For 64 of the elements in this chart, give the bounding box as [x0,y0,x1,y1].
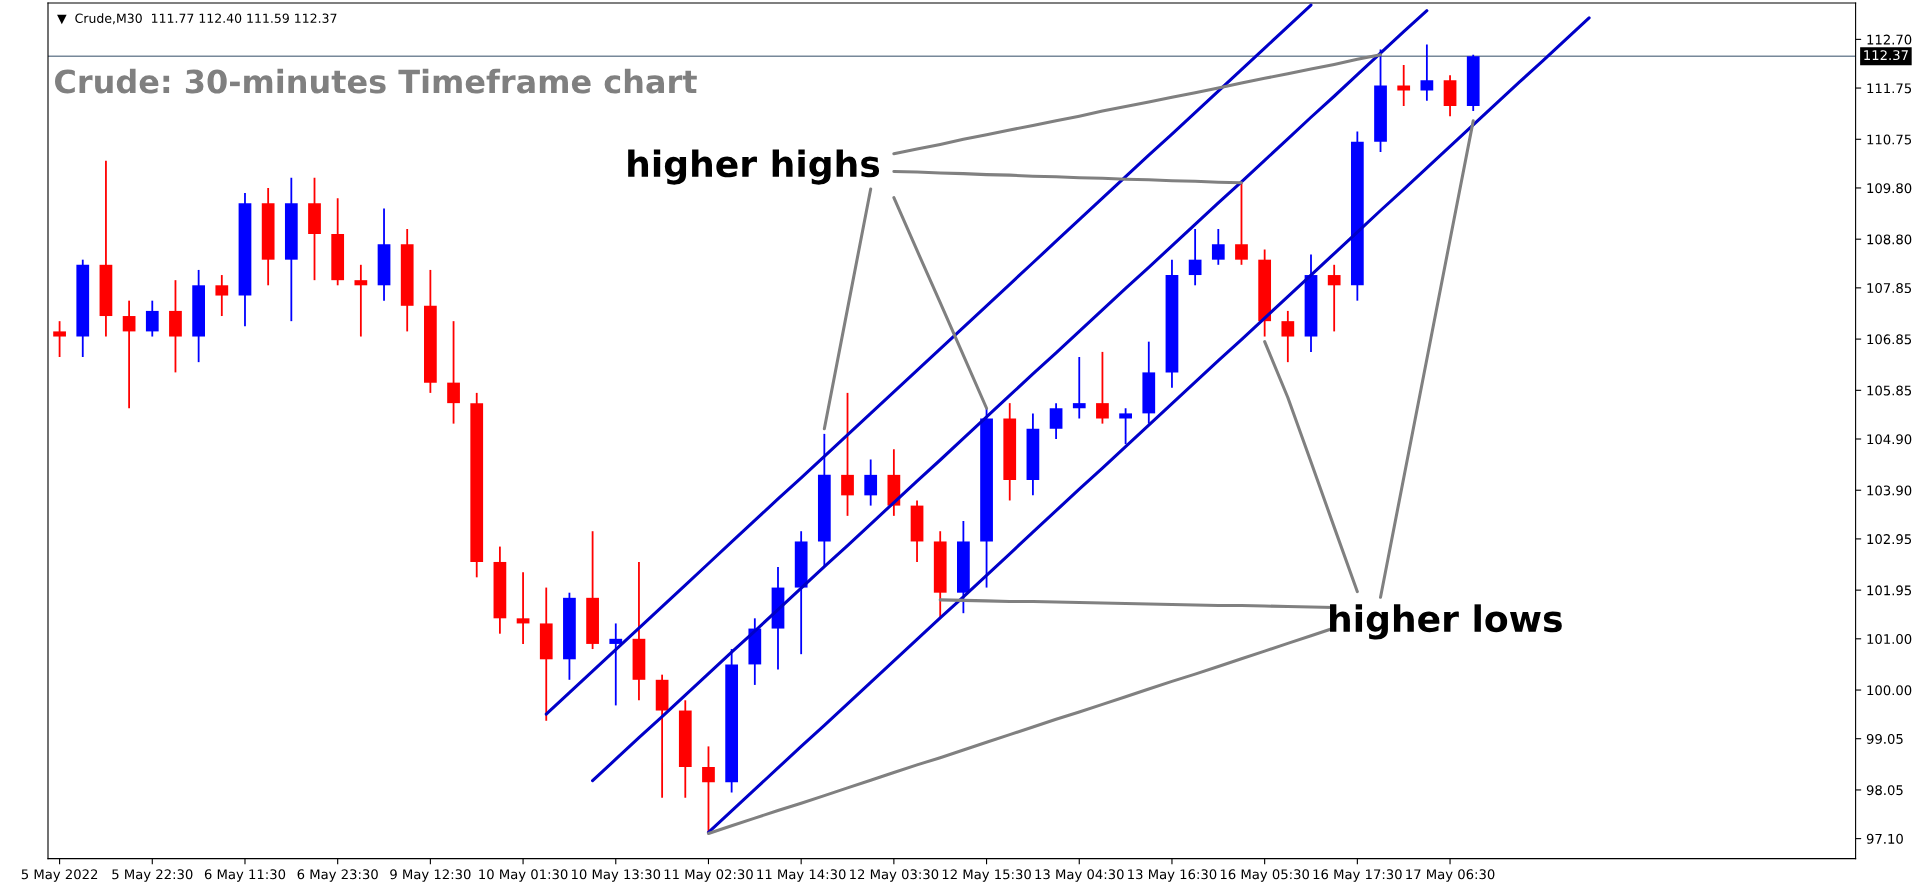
x-tick-label: 12 May 15:30 [942,869,1031,882]
x-tick-label: 5 May 22:30 [112,869,193,882]
x-tick-label: 13 May 16:30 [1128,869,1217,882]
candlestick [354,263,368,338]
y-tick-label: 107.85 [1867,283,1912,294]
ref-line-label: 112.37 [1864,50,1908,61]
x-tick-label: 9 May 12:30 [390,869,471,882]
annotation: higher highs [628,149,880,185]
candlestick [1397,64,1411,107]
candlestick [516,571,530,645]
candlestick [1281,310,1295,364]
x-tick-label: 10 May 01:30 [479,869,568,882]
x-tick-label: 11 May 14:30 [757,869,846,882]
x-tick-label: 16 May 05:30 [1220,869,1310,882]
candlestick [609,622,623,707]
y-tick-label: 111.75 [1867,83,1912,94]
x-tick-label: 12 May 03:30 [850,869,939,882]
candlestick [1049,402,1063,440]
candlestick [1420,43,1434,102]
candlestick [1119,407,1132,446]
x-tick-label: 16 May 17:30 [1313,869,1402,882]
line-series [892,196,989,410]
y-tick-label: 101.95 [1867,585,1912,596]
x-tick-label: 6 May 23:30 [297,869,378,882]
candlestick [841,391,854,517]
line-series [892,170,1244,185]
y-tick-label: 112.70 [1867,34,1912,45]
candlestick [53,320,66,358]
line-series [892,53,1383,156]
x-tick-label: 6 May 11:30 [204,869,286,882]
x-tick-label: 10 May 13:30 [571,869,661,882]
y-tick-label: 109.80 [1867,183,1912,194]
candlestick [1327,263,1341,333]
y-tick-label: 105.85 [1867,385,1912,396]
y-tick-label: 108.80 [1867,234,1912,245]
annotation: ▼ Crude,M30 111.77 112.40 111.59 112.37 [57,13,337,25]
y-tick-label: 103.90 [1867,485,1912,496]
text: Crude: 30-minutes Timeframe chart [55,68,697,94]
line-series [1379,119,1475,599]
candlestick [1188,228,1202,287]
candlestick [864,458,878,507]
y-tick-label: 97.10 [1866,833,1903,844]
x-tick-label: 13 May 04:30 [1035,869,1124,882]
y-tick-label: 102.95 [1867,534,1912,545]
x-tick-label: 11 May 02:30 [664,869,753,882]
line-series [1263,340,1359,594]
candlestick [1211,228,1225,266]
candlestick [1072,356,1086,420]
y-tick-label: 104.90 [1867,434,1912,445]
y-tick-label: 101.00 [1867,634,1912,645]
candlestick [447,320,460,425]
y-tick-label: 106.85 [1867,334,1912,345]
candlestick [122,299,136,410]
candlestick [1096,350,1109,425]
candlestick [1235,181,1248,266]
x-tick-label: 17 May 06:30 [1406,869,1495,882]
annotation: higher lows [1330,604,1562,640]
y-tick-label: 98.05 [1866,785,1903,796]
y-tick-label: 110.75 [1867,134,1912,145]
candlestick [145,299,159,338]
y-tick-label: 99.05 [1866,733,1903,744]
x-tick-label: 5 May 2022 [21,869,98,882]
candlestick [215,274,229,317]
y-tick-label: 100.00 [1867,685,1912,696]
